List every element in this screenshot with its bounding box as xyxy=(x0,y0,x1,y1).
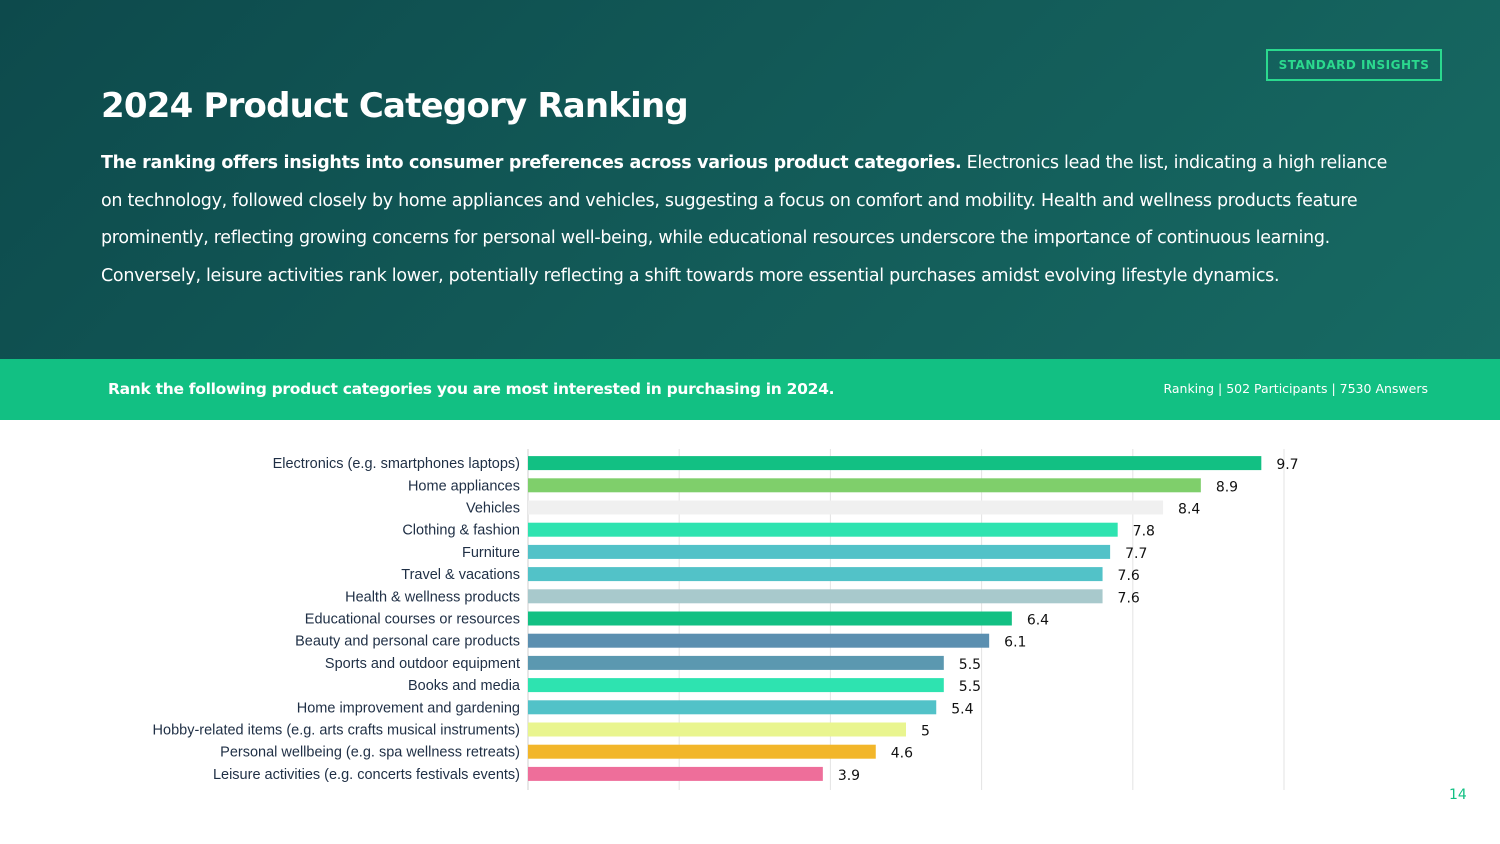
bar xyxy=(528,478,1201,493)
data-label: 8.9 xyxy=(1216,479,1238,495)
answers-count: | 7530 Answers xyxy=(1331,381,1428,396)
category-label: Hobby-related items (e.g. arts crafts mu… xyxy=(153,723,520,739)
data-label: 8.4 xyxy=(1178,502,1200,518)
header-banner: STANDARD INSIGHTS 2024 Product Category … xyxy=(0,0,1500,359)
data-label: 6.1 xyxy=(1004,635,1026,651)
category-label: Health & wellness products xyxy=(345,589,520,605)
bar xyxy=(528,589,1103,604)
category-label: Travel & vacations xyxy=(401,567,520,583)
ranking-bar-chart: Electronics (e.g. smartphones laptops) 9.… xyxy=(153,449,1299,790)
data-label: 6.4 xyxy=(1027,613,1049,629)
category-label: Electronics (e.g. smartphones laptops) xyxy=(273,456,520,472)
data-label: 5 xyxy=(921,724,930,740)
data-label: 5.5 xyxy=(959,657,981,673)
category-label: Home appliances xyxy=(408,478,520,494)
question-text: Rank the following product categories yo… xyxy=(108,380,835,398)
category-label: Leisure activities (e.g. concerts festiv… xyxy=(213,767,520,783)
bar xyxy=(528,722,906,737)
category-label: Educational courses or resources xyxy=(305,612,520,628)
category-label: Beauty and personal care products xyxy=(295,634,520,650)
bar xyxy=(528,766,823,781)
participants-count: | 502 Participants xyxy=(1218,381,1328,396)
question-meta: Ranking | 502 Participants | 7530 Answers xyxy=(1159,381,1428,396)
category-label: Sports and outdoor equipment xyxy=(325,656,520,672)
data-label: 7.6 xyxy=(1118,568,1140,584)
bar xyxy=(528,500,1164,515)
data-label: 4.6 xyxy=(891,746,913,762)
page-number: 14 xyxy=(1449,787,1467,803)
bar xyxy=(528,678,944,693)
data-label: 7.7 xyxy=(1125,546,1147,562)
category-label: Clothing & fashion xyxy=(402,523,520,539)
question-bar xyxy=(0,359,1500,420)
intro-lead: The ranking offers insights into consume… xyxy=(101,153,962,173)
bar xyxy=(528,456,1262,471)
bar xyxy=(528,567,1103,582)
question-type: Ranking xyxy=(1163,381,1215,396)
bar xyxy=(528,611,1012,626)
bar xyxy=(528,633,990,648)
data-label: 5.4 xyxy=(951,701,973,717)
category-label: Vehicles xyxy=(466,501,520,517)
page-title: 2024 Product Category Ranking xyxy=(101,86,689,126)
intro-paragraph: The ranking offers insights into consume… xyxy=(101,145,1401,295)
category-label: Furniture xyxy=(462,545,520,561)
data-label: 9.7 xyxy=(1276,457,1298,473)
category-label: Personal wellbeing (e.g. spa wellness re… xyxy=(220,745,520,761)
data-label: 7.8 xyxy=(1133,524,1155,540)
category-label: Books and media xyxy=(408,678,521,694)
bar xyxy=(528,655,944,670)
bar xyxy=(528,700,937,715)
intro-body: Electronics lead the list, indicating a … xyxy=(101,153,1388,286)
bar xyxy=(528,522,1118,537)
bar xyxy=(528,544,1111,559)
category-label: Home improvement and gardening xyxy=(297,700,520,716)
data-label: 7.6 xyxy=(1118,590,1140,606)
data-label: 3.9 xyxy=(838,768,860,784)
standard-insights-badge: STANDARD INSIGHTS xyxy=(1266,49,1442,81)
bar xyxy=(528,744,876,759)
data-label: 5.5 xyxy=(959,679,981,695)
